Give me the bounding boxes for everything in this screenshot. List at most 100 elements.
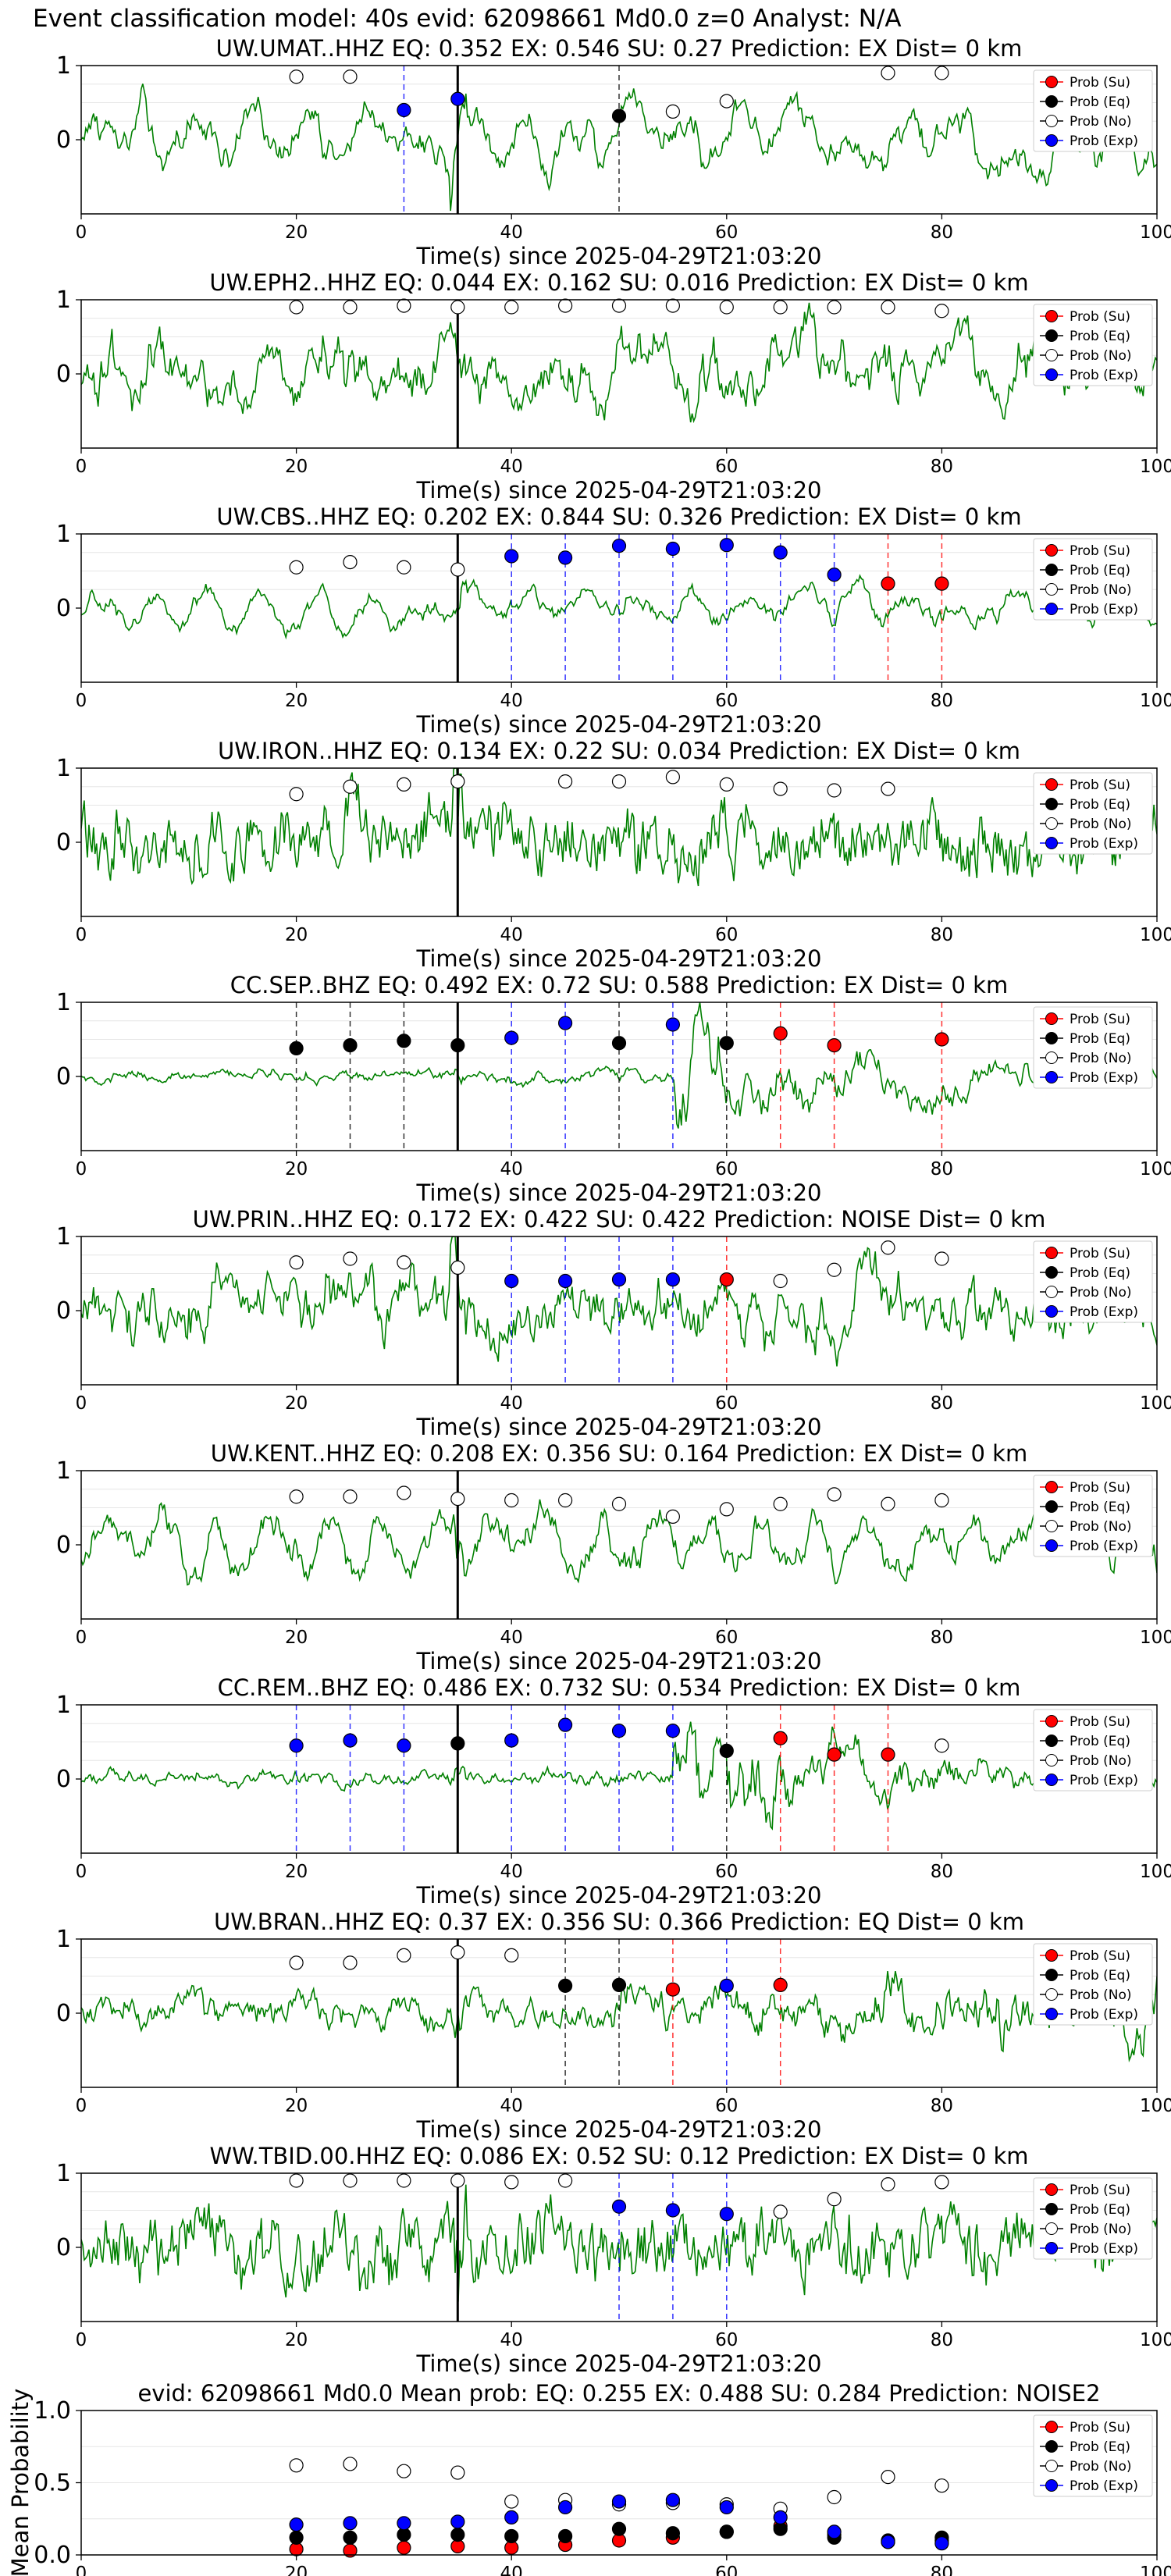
plot-area [81, 66, 1157, 214]
legend-marker [1045, 1247, 1058, 1259]
x-tick-label: 0 [76, 457, 87, 477]
panel-title: UW.CBS..HHZ EQ: 0.202 EX: 0.844 SU: 0.32… [216, 503, 1021, 530]
prob-marker-no [343, 1489, 358, 1504]
prob-marker-exp [557, 1016, 573, 1030]
x-tick-label: 80 [931, 222, 953, 243]
panel-title: UW.UMAT..HHZ EQ: 0.352 EX: 0.546 SU: 0.2… [216, 35, 1023, 62]
y-tick-label: 1 [56, 1692, 71, 1719]
y-tick-label: 0 [56, 126, 71, 154]
prob-marker-no [934, 1251, 949, 1266]
legend-box [1033, 69, 1153, 152]
x-tick-label: 0 [76, 2564, 87, 2576]
prob-marker-no [289, 1255, 304, 1270]
legend-label: Prob (No) [1070, 1987, 1132, 2003]
x-tick-label: 40 [500, 925, 523, 945]
prob-marker-no [289, 1489, 304, 1504]
legend-marker [1045, 2008, 1058, 2020]
prob-marker-no [289, 787, 304, 802]
waveform-trace [81, 302, 1157, 424]
prob-marker-no [827, 1262, 842, 1277]
plot-area [81, 2411, 1157, 2520]
prob-marker-eq [719, 1743, 734, 1758]
prob-marker-su [827, 1037, 842, 1053]
panel-title: CC.REM..BHZ EQ: 0.486 EX: 0.732 SU: 0.53… [218, 1674, 1021, 1701]
y-tick-label: 0 [56, 2000, 71, 2027]
x-tick-label: 60 [715, 1628, 738, 1648]
prob-marker-no [881, 1496, 895, 1511]
prob-marker-no [665, 770, 681, 785]
prob-marker-no [827, 300, 842, 315]
x-tick-label: 20 [285, 1628, 308, 1648]
legend-label: Prob (Exp) [1070, 1070, 1138, 1086]
plot-area [81, 1002, 1157, 1151]
mean-marker-exp [611, 2494, 627, 2509]
prob-marker-no [719, 300, 734, 315]
mean-marker-eq [343, 2530, 358, 2545]
prob-marker-no [827, 783, 842, 798]
prob-marker-exp [611, 1272, 627, 1287]
prob-marker-no [504, 1493, 519, 1508]
x-tick-label: 40 [500, 457, 523, 477]
legend-label: Prob (Exp) [1070, 133, 1138, 149]
legend-label: Prob (Su) [1070, 1012, 1130, 1027]
x-tick-label: 60 [715, 2330, 738, 2350]
mean-marker-no [504, 2494, 519, 2509]
legend-label: Prob (No) [1070, 2222, 1132, 2237]
x-tick-label: 80 [931, 691, 953, 711]
legend-label: Prob (No) [1070, 1051, 1132, 1066]
legend-marker [1045, 310, 1058, 322]
legend-label: Prob (Exp) [1070, 602, 1138, 617]
legend-marker [1045, 1520, 1058, 1532]
legend-label: Prob (Su) [1070, 75, 1130, 91]
prob-marker-no [343, 779, 358, 794]
plot-area [81, 1705, 1157, 1853]
y-tick-label: 1.0 [34, 2397, 71, 2425]
y-axis-label: Mean Probability [7, 2389, 34, 2576]
prob-marker-no [289, 2173, 304, 2188]
legend-marker [1045, 544, 1058, 557]
prob-marker-no [397, 560, 411, 575]
y-tick-label: 1 [56, 52, 71, 80]
prob-marker-no [557, 774, 573, 789]
mean-marker-exp [289, 2517, 304, 2532]
prob-marker-su [934, 576, 949, 591]
prob-marker-no [934, 66, 949, 80]
legend-label: Prob (Eq) [1070, 1265, 1130, 1281]
panel-7: CC.REM..BHZ EQ: 0.486 EX: 0.732 SU: 0.53… [56, 1674, 1171, 1909]
legend-label: Prob (No) [1070, 817, 1132, 832]
legend-label: Prob (Exp) [1070, 2478, 1138, 2494]
prob-marker-eq [289, 1041, 304, 1056]
panel-title: UW.IRON..HHZ EQ: 0.134 EX: 0.22 SU: 0.03… [218, 738, 1020, 764]
legend-box [1033, 538, 1153, 621]
prob-marker-no [450, 562, 465, 577]
prob-marker-eq [611, 109, 627, 123]
plot-area [81, 768, 1157, 916]
x-tick-label: 20 [285, 2096, 308, 2116]
legend-marker [1045, 817, 1058, 830]
x-tick-label: 80 [931, 1393, 953, 1414]
x-tick-label: 20 [285, 1159, 308, 1179]
prob-marker-exp [557, 1273, 573, 1289]
y-tick-label: 1 [56, 755, 71, 782]
legend-label: Prob (Su) [1070, 543, 1130, 559]
legend-marker [1045, 1969, 1058, 1981]
prob-marker-no [397, 1255, 411, 1270]
prob-marker-no [934, 304, 949, 318]
prob-marker-no [289, 560, 304, 575]
legend-label: Prob (Su) [1070, 309, 1130, 325]
legend-label: Prob (No) [1070, 1285, 1132, 1300]
x-tick-label: 60 [715, 2564, 738, 2576]
legend-marker [1045, 1032, 1058, 1044]
x-tick-label: 60 [715, 1159, 738, 1179]
x-tick-label: 40 [500, 222, 523, 243]
mean-marker-eq [719, 2524, 734, 2539]
prob-marker-no [450, 1491, 465, 1507]
x-tick-label: 80 [931, 1159, 953, 1179]
prob-marker-no [557, 1493, 573, 1508]
prob-marker-exp [557, 550, 573, 565]
legend-marker [1045, 2183, 1058, 2196]
x-tick-label: 60 [715, 457, 738, 477]
x-tick-label: 60 [715, 1862, 738, 1882]
legend-label: Prob (No) [1070, 1753, 1132, 1769]
legend-marker [1045, 1305, 1058, 1318]
